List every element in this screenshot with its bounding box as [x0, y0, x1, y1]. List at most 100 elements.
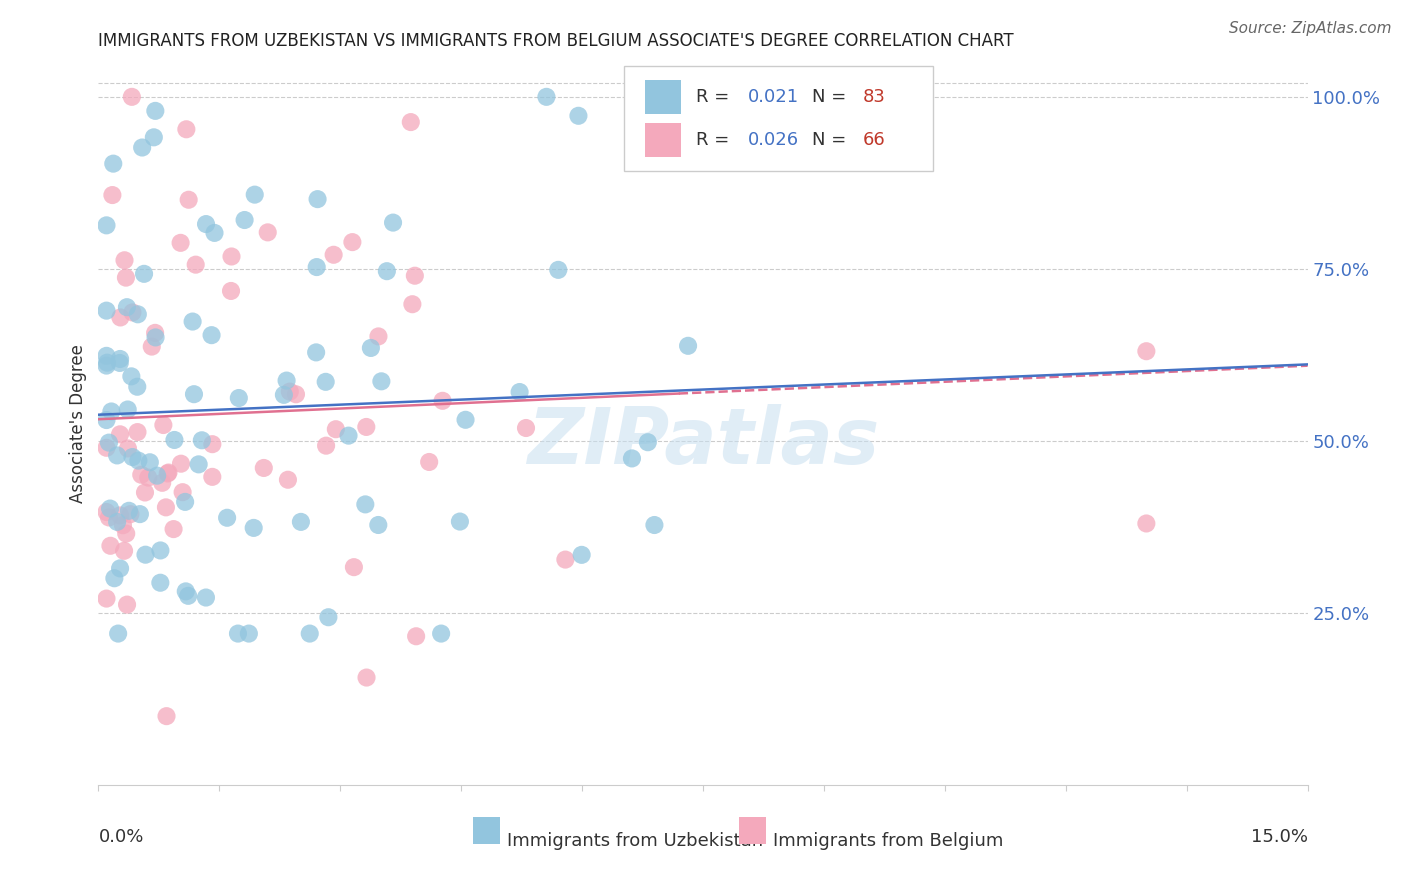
Point — [143, 326, 166, 340]
Point — [149, 543, 172, 558]
Point — [325, 422, 347, 436]
Text: R =: R = — [696, 88, 735, 106]
Point — [157, 466, 180, 480]
Point — [111, 518, 134, 533]
Text: 0.026: 0.026 — [748, 131, 799, 149]
Point — [142, 130, 165, 145]
Point — [98, 501, 121, 516]
Point — [432, 393, 454, 408]
Point — [96, 356, 118, 370]
Text: 0.0%: 0.0% — [98, 829, 143, 847]
Point — [120, 507, 142, 521]
Text: Immigrants from Uzbekistan: Immigrants from Uzbekistan — [508, 832, 763, 850]
Point — [200, 328, 222, 343]
Point — [172, 485, 194, 500]
Point — [163, 433, 186, 447]
Point — [120, 369, 142, 384]
Point — [108, 508, 131, 523]
Point — [228, 391, 250, 405]
Point — [134, 548, 156, 562]
Point — [136, 470, 159, 484]
Text: 66: 66 — [863, 131, 886, 149]
Text: IMMIGRANTS FROM UZBEKISTAN VS IMMIGRANTS FROM BELGIUM ASSOCIATE'S DEGREE CORRELA: IMMIGRANTS FROM UZBEKISTAN VS IMMIGRANTS… — [98, 32, 1014, 50]
Point — [187, 458, 209, 472]
Point — [298, 626, 321, 640]
Point — [100, 404, 122, 418]
Point — [169, 235, 191, 250]
Point — [143, 103, 166, 118]
Point — [114, 253, 136, 268]
Point — [536, 90, 558, 104]
Point — [399, 115, 422, 129]
Text: Immigrants from Belgium: Immigrants from Belgium — [773, 832, 1004, 850]
Point — [278, 384, 301, 399]
Bar — [474, 817, 501, 844]
Point — [108, 427, 131, 442]
Point — [367, 518, 389, 533]
Point — [404, 268, 426, 283]
Point — [253, 461, 276, 475]
Point — [105, 515, 128, 529]
Point — [121, 305, 143, 319]
Point — [132, 267, 155, 281]
Point — [152, 417, 174, 432]
Point — [117, 442, 139, 456]
Point — [177, 193, 200, 207]
Point — [285, 387, 308, 401]
Point — [127, 307, 149, 321]
Point — [449, 515, 471, 529]
Point — [156, 467, 179, 481]
Point — [367, 329, 389, 343]
Point — [127, 380, 149, 394]
Point — [96, 359, 118, 373]
Point — [129, 507, 152, 521]
Point — [96, 349, 118, 363]
Point — [342, 235, 364, 249]
Point — [97, 435, 120, 450]
Bar — [645, 122, 682, 157]
Point — [108, 356, 131, 370]
Point — [307, 192, 329, 206]
Point — [322, 248, 344, 262]
Point — [110, 310, 132, 325]
Bar — [645, 79, 682, 114]
Point — [554, 552, 576, 566]
Point — [105, 449, 128, 463]
Text: Source: ZipAtlas.com: Source: ZipAtlas.com — [1229, 21, 1392, 36]
Point — [631, 152, 654, 166]
Point — [174, 584, 197, 599]
Text: 15.0%: 15.0% — [1250, 829, 1308, 847]
Point — [103, 571, 125, 585]
Point — [195, 217, 218, 231]
Point — [360, 341, 382, 355]
Point — [354, 497, 377, 511]
Point — [370, 374, 392, 388]
Point — [201, 437, 224, 451]
Point — [273, 388, 295, 402]
Point — [233, 213, 256, 227]
Y-axis label: Associate's Degree: Associate's Degree — [69, 344, 87, 503]
Point — [103, 156, 125, 170]
Text: ZIPatlas: ZIPatlas — [527, 404, 879, 480]
Point — [382, 216, 405, 230]
Point — [571, 548, 593, 562]
Point — [127, 425, 149, 439]
Point — [129, 467, 152, 482]
Point — [356, 420, 378, 434]
Point — [637, 435, 659, 450]
Point — [115, 300, 138, 314]
Point — [343, 560, 366, 574]
Point — [318, 610, 340, 624]
Point — [117, 402, 139, 417]
Point — [141, 340, 163, 354]
Point — [115, 526, 138, 541]
Point — [184, 258, 207, 272]
FancyBboxPatch shape — [624, 66, 932, 171]
Point — [127, 453, 149, 467]
Point — [277, 473, 299, 487]
Point — [96, 505, 118, 519]
Point — [101, 188, 124, 202]
Point — [121, 90, 143, 104]
Point — [242, 521, 264, 535]
Point — [96, 303, 118, 318]
